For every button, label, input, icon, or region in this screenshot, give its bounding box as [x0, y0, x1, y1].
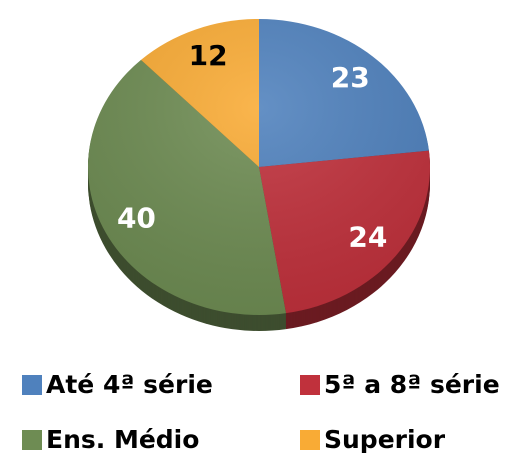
data-label: 12 [189, 39, 228, 72]
legend-label: 5ª a 8ª série [324, 370, 500, 399]
legend-swatch [22, 375, 42, 395]
legend-swatch [22, 430, 42, 450]
slice [259, 150, 430, 314]
legend-label: Ens. Médio [46, 425, 199, 454]
data-label: 24 [348, 221, 387, 254]
legend-label: Até 4ª série [46, 370, 213, 399]
legend-swatch [300, 430, 320, 450]
data-label: 23 [331, 61, 370, 94]
legend-label: Superior [324, 425, 446, 454]
legend-swatch [300, 375, 320, 395]
data-label: 40 [117, 202, 156, 235]
